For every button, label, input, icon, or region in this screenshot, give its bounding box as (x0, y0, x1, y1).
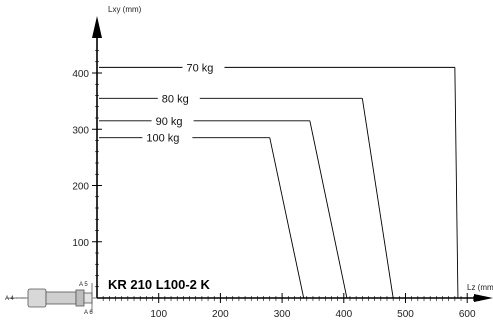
y-axis-label: Lxy (mm) (108, 5, 142, 14)
robot-wrist-flange-icon (27, 288, 93, 308)
series-label: 80 kg (162, 93, 189, 105)
x-tick-label: 600 (459, 309, 476, 320)
y-tick-label: 400 (72, 69, 89, 80)
chart-title-model: KR 210 L100-2 K (108, 277, 210, 292)
x-axis-label: Lz (mm) (467, 283, 493, 292)
series-label: 90 kg (156, 116, 183, 128)
series-label: 70 kg (186, 62, 213, 74)
series-line-drop (454, 67, 459, 299)
y-tick-label: 200 (72, 182, 89, 193)
x-tick-label: 400 (335, 309, 352, 320)
x-axis-arrow (474, 294, 493, 302)
annotation-a5: A 5 (79, 282, 88, 288)
series-layer: 70 kg 80 kg 90 kg 100 kg (99, 62, 459, 299)
axes (6, 16, 493, 302)
x-axis-ticks: 100 200 300 400 500 600 (150, 293, 476, 320)
x-tick-label: 500 (397, 309, 414, 320)
x-tick-label: 200 (212, 309, 229, 320)
y-tick-label: 100 (72, 238, 89, 249)
x-tick-label: 300 (274, 309, 291, 320)
y-axis-arrow (92, 16, 102, 38)
x-tick-label: 100 (150, 309, 167, 320)
series-line-drop (361, 98, 394, 299)
y-axis-ticks: 100 200 300 400 (72, 50, 102, 288)
y-tick-label: 300 (72, 125, 89, 136)
annotation-a4: A 4 (5, 296, 14, 302)
annotation-a6: A 6 (84, 310, 93, 316)
series-line-drop (309, 120, 348, 299)
series-label: 100 kg (146, 133, 179, 145)
series-line-drop (269, 137, 305, 299)
x-axis-minor-ticks (102, 296, 480, 301)
